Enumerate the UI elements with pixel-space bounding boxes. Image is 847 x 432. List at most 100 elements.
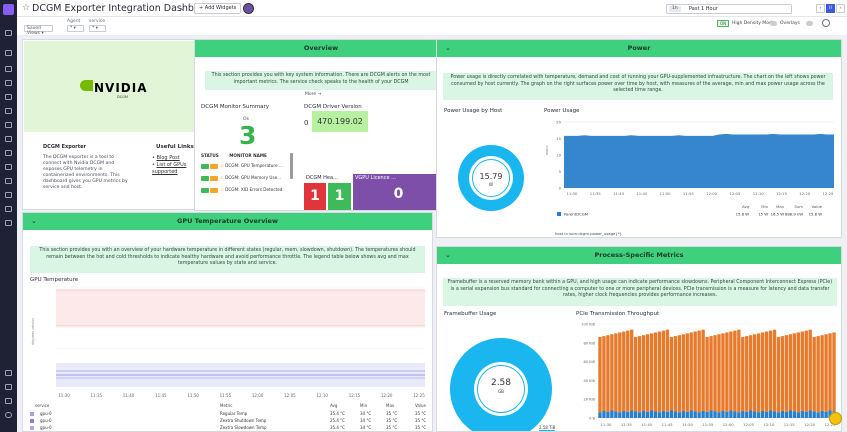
pcie-tx-bar bbox=[694, 411, 697, 418]
monitor-row[interactable]: ⚠ DCGM: GPU Temperature ... bbox=[201, 163, 283, 169]
integrations-icon[interactable] bbox=[5, 150, 12, 156]
y-tick-label: 10 bbox=[556, 153, 561, 158]
high-density-toggle[interactable]: ON bbox=[717, 20, 729, 27]
high-density-label: High Density Mode bbox=[732, 21, 775, 26]
left-navigation bbox=[0, 0, 17, 432]
pcie-tx-bar bbox=[666, 412, 669, 418]
agent-variable-select[interactable]: * ▾ bbox=[67, 25, 84, 32]
monitors-icon[interactable] bbox=[5, 122, 12, 128]
legend-column-header: Metric bbox=[220, 403, 232, 408]
health-value-green[interactable]: 1 bbox=[328, 183, 351, 211]
metrics-icon[interactable] bbox=[5, 136, 12, 142]
power-usage-chart[interactable]: 2015105011:3011:3511:4011:4511:5011:5512… bbox=[544, 118, 839, 228]
power-header[interactable]: ⌄ Power bbox=[437, 40, 841, 57]
pcie-rx-bar bbox=[697, 331, 700, 413]
favorite-star-icon[interactable]: ☆ bbox=[22, 3, 30, 13]
apm-icon[interactable] bbox=[5, 164, 12, 170]
ci-icon[interactable] bbox=[5, 220, 12, 226]
pcie-rx-bar bbox=[658, 332, 661, 413]
pcie-rx-bar bbox=[598, 337, 601, 412]
pcie-tx-bar bbox=[816, 412, 819, 418]
pcie-rx-bar bbox=[765, 332, 768, 412]
dashboard-title[interactable]: DCGM Exporter Integration Dashboard bbox=[32, 3, 215, 14]
pcie-rx-bar bbox=[801, 332, 804, 411]
pcie-rx-bar bbox=[745, 336, 748, 412]
power-gauge-unit: W bbox=[458, 182, 524, 187]
x-tick-label: 11:55 bbox=[683, 191, 695, 196]
recent-icon[interactable] bbox=[5, 50, 12, 56]
power-gauge-value: 15.79 bbox=[458, 172, 524, 181]
x-tick-label: 11:35 bbox=[590, 191, 602, 196]
pcie-rx-bar bbox=[666, 330, 669, 412]
pcie-tx-bar bbox=[733, 411, 736, 418]
time-back-button[interactable]: ‹ bbox=[816, 4, 825, 13]
pcie-tx-bar bbox=[674, 411, 677, 418]
title-chevron-down-icon[interactable]: ⌄ bbox=[179, 3, 186, 12]
saved-views-select[interactable]: Saved Views ▾ bbox=[24, 25, 53, 32]
ux-monitoring-icon[interactable] bbox=[5, 206, 12, 212]
pcie-rx-bar bbox=[824, 334, 827, 412]
logs-icon[interactable] bbox=[5, 178, 12, 184]
dashboards-icon[interactable] bbox=[5, 94, 12, 100]
watchdog-icon[interactable] bbox=[5, 66, 12, 72]
health-value-red[interactable]: 1 bbox=[304, 183, 326, 211]
gpu-temperature-header[interactable]: ⌄ GPU Temperature Overview bbox=[23, 213, 432, 230]
legend-row[interactable]: gpu-0Regular Temp35.4 °C34 °C35 °C35 °C bbox=[30, 411, 427, 417]
add-widgets-button[interactable]: + Add Widgets bbox=[194, 3, 241, 14]
security-icon[interactable] bbox=[5, 192, 12, 198]
service-variable-select[interactable]: * ▾ bbox=[89, 25, 106, 32]
chat-assistant-icon[interactable] bbox=[829, 412, 842, 425]
legend-row[interactable]: gpu-0Zextra Shutdown Temp25.4 °C34 °C35 … bbox=[30, 418, 427, 424]
y-tick-label: 0 B bbox=[589, 417, 595, 421]
chat-support-icon[interactable] bbox=[5, 370, 12, 376]
search-icon[interactable] bbox=[5, 30, 12, 36]
datadog-logo-icon[interactable] bbox=[3, 4, 14, 15]
framebuffer-gauge[interactable]: 2.58 GB bbox=[450, 338, 552, 432]
process-metrics-header[interactable]: ⌄ Process-Specific Metrics bbox=[437, 247, 841, 264]
pcie-rx-bar bbox=[797, 332, 800, 412]
collapse-chevron-icon[interactable]: ⌄ bbox=[445, 40, 451, 57]
power-gauge[interactable]: 15.79 W bbox=[458, 145, 524, 211]
monitor-row[interactable]: ⚠ DCGM: GPU Memory Use... bbox=[201, 175, 281, 181]
pcie-tx-bar bbox=[793, 411, 796, 418]
ok-status-chip bbox=[201, 188, 209, 193]
time-forward-button[interactable]: › bbox=[836, 4, 845, 13]
x-tick-label: 11:30 bbox=[601, 422, 613, 427]
vgpu-licence-widget[interactable]: VGPU Licence ... 0 bbox=[353, 174, 444, 211]
overview-header[interactable]: Overview bbox=[195, 40, 447, 57]
ok-count[interactable]: 3 bbox=[239, 121, 256, 150]
legend-cell: 35 °C bbox=[415, 425, 426, 430]
monitor-row[interactable]: ⚠ DCGM: XID Errors Detected bbox=[201, 187, 282, 193]
infrastructure-icon[interactable] bbox=[5, 108, 12, 114]
gear-icon[interactable] bbox=[822, 19, 830, 27]
author-avatar[interactable] bbox=[243, 3, 254, 14]
y-tick-label: 80 KiB bbox=[583, 341, 595, 345]
pcie-rx-bar bbox=[682, 334, 685, 411]
power-group: ⌄ Power Power usage is directly correlat… bbox=[436, 39, 842, 238]
useful-links-title: Useful Links bbox=[156, 144, 194, 150]
pcie-throughput-chart[interactable]: 100 KiB80 KiB60 KiB40 KiB20 KiB0 B11:301… bbox=[568, 320, 840, 432]
help-icon[interactable] bbox=[5, 384, 12, 390]
overview-more-link[interactable]: More → bbox=[305, 92, 321, 97]
warning-icon bbox=[210, 176, 218, 181]
pcie-rx-bar bbox=[642, 335, 645, 411]
legend-column-header: Avg bbox=[742, 204, 750, 209]
monitor-list-scrollbar[interactable] bbox=[290, 153, 293, 179]
user-avatar-icon[interactable] bbox=[5, 412, 12, 418]
collapse-chevron-icon[interactable]: ⌄ bbox=[445, 247, 451, 264]
about-text: The DCGM exporter is a tool to connect w… bbox=[43, 155, 129, 191]
nvidia-logo-text: NVIDIA bbox=[94, 81, 148, 95]
time-range-selector[interactable]: 1h Past 1 Hour bbox=[666, 4, 792, 14]
collapse-chevron-icon[interactable]: ⌄ bbox=[31, 213, 37, 230]
toggle-icon[interactable] bbox=[806, 21, 813, 26]
legend-row[interactable]: gpu-0Zextra Slowdown Temp35.4 °C34 °C35 … bbox=[30, 425, 427, 431]
gpu-temperature-chart[interactable]: 11:3011:3511:4011:4511:5011:5512:0012:05… bbox=[28, 285, 428, 401]
nvidia-logo-subtext: DCGM bbox=[117, 95, 128, 99]
overlays-toggle-icon[interactable] bbox=[770, 21, 777, 26]
settings-icon[interactable] bbox=[5, 398, 12, 404]
legend-column-header: Sum bbox=[794, 204, 803, 209]
pcie-rx-bar bbox=[626, 331, 629, 412]
pcie-tx-bar bbox=[642, 411, 645, 418]
pause-button[interactable]: II bbox=[826, 4, 835, 13]
events-icon[interactable] bbox=[5, 80, 12, 86]
